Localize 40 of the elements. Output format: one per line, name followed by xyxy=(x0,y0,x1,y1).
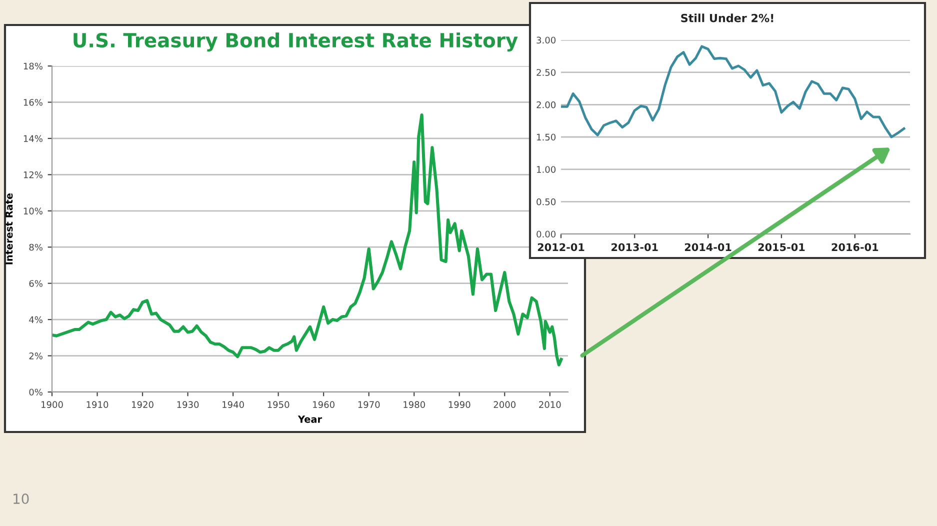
y-tick-label: 0.50 xyxy=(536,198,556,206)
x-tick-label: 1950 xyxy=(268,401,290,408)
x-tick-label: 2013-01 xyxy=(612,243,658,252)
x-axis-title: Year xyxy=(298,416,322,423)
x-tick-label: 2012-01 xyxy=(538,243,584,252)
x-tick-label: 2015-01 xyxy=(758,243,805,252)
x-tick-label: 1910 xyxy=(86,401,108,408)
x-tick-label: 1920 xyxy=(132,401,154,408)
x-tick-label: 1980 xyxy=(404,401,425,408)
y-tick-label: 2.50 xyxy=(536,69,556,76)
x-tick-label: 1940 xyxy=(222,401,244,408)
x-tick-label: 1930 xyxy=(177,401,199,408)
y-axis-title: Interest Rate xyxy=(5,193,13,264)
y-tick-label: 12% xyxy=(24,171,42,178)
text: 10 xyxy=(14,494,29,504)
y-tick-label: 18% xyxy=(24,62,42,70)
y-tick-label: 16% xyxy=(24,98,42,106)
x-tick-label: 1900 xyxy=(42,401,63,408)
x-tick-label: 1990 xyxy=(448,401,470,408)
y-tick-label: 1.50 xyxy=(537,134,556,141)
y-tick-label: 4% xyxy=(29,316,42,324)
y-tick-label: 1.00 xyxy=(537,166,556,173)
x-tick-label: 1970 xyxy=(358,401,380,408)
line-series xyxy=(561,45,906,138)
y-tick-label: 3.00 xyxy=(536,36,556,44)
chart-title: Still Under 2%! xyxy=(681,14,774,22)
chart-title: U.S. Treasury Bond Interest Rate History xyxy=(74,32,518,52)
x-tick-label: 2016-01 xyxy=(832,243,878,252)
y-tick-label: 8% xyxy=(29,244,42,251)
y-tick-label: 2.00 xyxy=(536,101,556,108)
x-tick-label: 2014-01 xyxy=(684,243,732,252)
x-tick-label: 2000 xyxy=(494,401,516,408)
y-tick-label: 10% xyxy=(24,208,42,214)
y-tick-label: 0.00 xyxy=(536,230,556,238)
y-tick-label: 6% xyxy=(29,280,42,287)
y-tick-label: 2% xyxy=(29,352,42,360)
y-tick-label: 14% xyxy=(24,135,42,142)
x-tick-label: 2010 xyxy=(539,401,561,408)
x-tick-label: 1960 xyxy=(313,401,334,408)
y-tick-label: 0% xyxy=(29,388,42,396)
